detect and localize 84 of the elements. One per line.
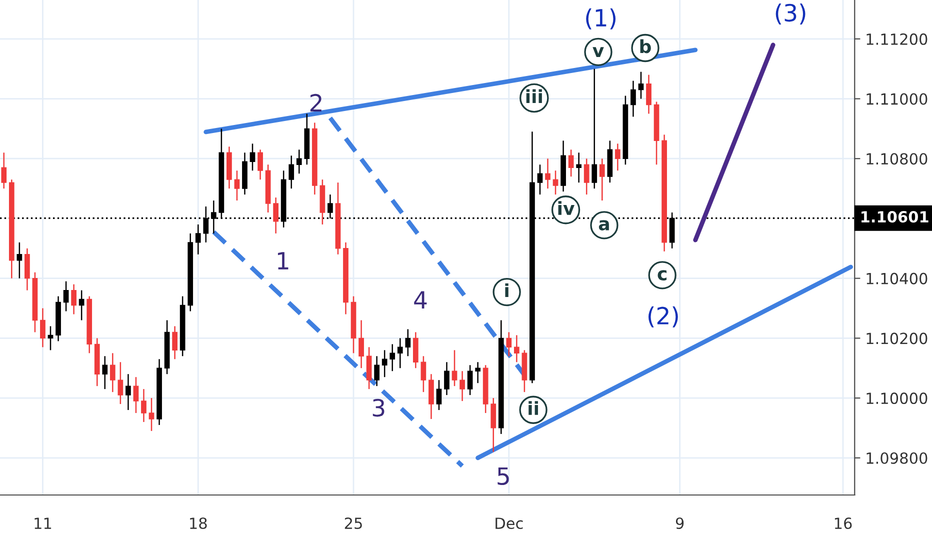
candlestick [141,388,146,423]
candlestick [258,149,263,180]
candlestick [288,155,294,190]
annotation: 5 [498,467,509,486]
candlestick [296,149,302,174]
candlestick [592,68,598,190]
candlestick [382,350,388,378]
candlestick [366,346,372,390]
annotation: b [640,39,651,54]
candlestick [118,361,124,405]
candlestick [614,143,620,172]
y-tick-label: 1.11200 [866,33,928,45]
candlestick [63,280,69,312]
x-tick-label: 9 [676,517,684,530]
candlestick [552,170,558,196]
annotation: 3 [372,398,384,417]
candlestick [71,284,76,315]
candlestick [490,397,496,453]
candlestick [48,326,54,351]
candlestick [374,356,380,387]
candlestick [390,344,396,372]
candlestick [646,74,652,114]
candlestick [102,356,108,390]
y-tick-label: 1.10400 [866,272,928,284]
candlestick [40,308,46,348]
candlestick [444,361,450,396]
candlestick [172,326,178,360]
candlestick [514,334,520,363]
candlestick [412,332,418,369]
annotation: iii [526,89,542,103]
candlestick [397,338,403,369]
candlestick [195,224,201,256]
candlestick [475,361,481,384]
candlestick [599,158,605,202]
candlestick [506,332,512,357]
y-tick-label: 1.09800 [866,452,928,464]
candlestick [250,143,256,172]
x-tick-label: 18 [190,517,207,530]
candlestick [537,164,543,196]
candlestick [16,242,22,279]
candlestick [436,379,442,411]
annotation: i [505,283,508,298]
candlestick [78,290,84,321]
annotation: a [598,220,609,230]
candlestick [148,397,154,432]
candlestick [460,370,465,402]
annotation: 4 [414,291,427,308]
candlestick [638,71,644,100]
candlestick [405,328,411,357]
ref-line-label: 1.10601 [861,211,928,223]
candlestick [452,350,458,387]
candlestick [584,158,590,196]
candlestick [428,373,434,420]
candlestick [358,320,364,369]
candlestick [273,196,278,234]
candlestick [24,248,30,291]
candlestick [576,152,582,184]
y-tick-label: 1.10800 [866,153,928,165]
x-tick-label: 25 [344,517,362,530]
annotation: (1) [586,8,616,30]
annotation: (3) [776,3,806,24]
candlestick [630,80,636,118]
candlestick [545,158,550,190]
x-tick-label: 16 [834,517,852,530]
annotation: c [658,270,666,280]
annotation: 1 [278,252,288,270]
annotation: v [592,47,604,57]
candlestick [110,352,116,393]
x-tick-label: Dec [496,518,523,530]
annotation: iv [558,201,574,215]
y-tick-label: 1.10000 [866,392,928,404]
candlestick [420,356,426,393]
candlestick [126,373,131,411]
candlestick [1,152,7,190]
annotation: (2) [648,306,678,328]
candlestick [467,364,473,396]
candlestick [234,170,240,202]
annotation: 2 [310,94,322,112]
candlestick [133,376,139,414]
candlestick [568,149,574,178]
y-tick-label: 1.11000 [866,93,928,105]
annotation: ii [528,401,538,415]
x-tick-label: 11 [34,518,52,529]
y-tick-label: 1.10200 [866,332,928,344]
